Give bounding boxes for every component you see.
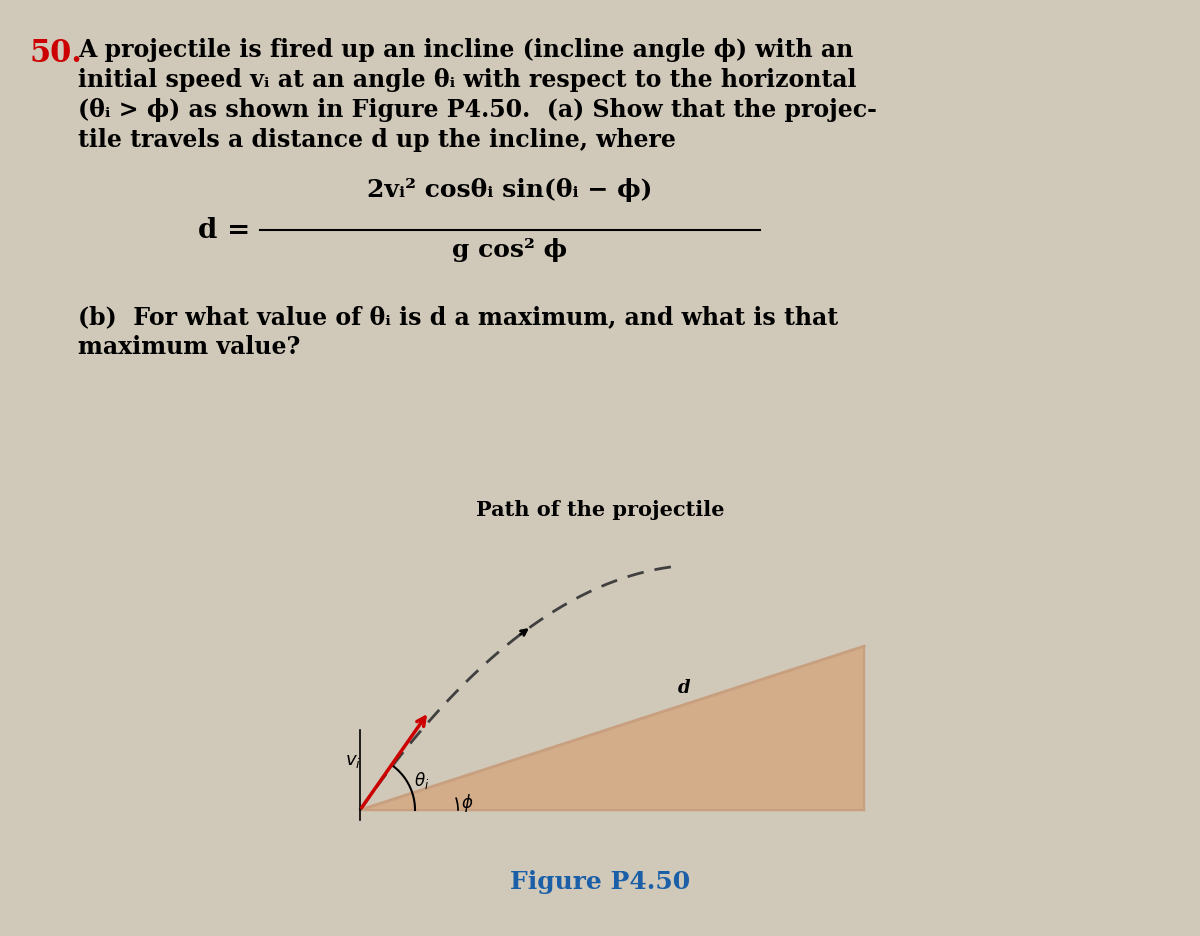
Text: d: d [678, 680, 691, 697]
Text: A projectile is fired up an incline (incline angle ϕ) with an: A projectile is fired up an incline (inc… [78, 38, 853, 62]
Text: Figure P4.50: Figure P4.50 [510, 870, 690, 894]
Text: g cos² ϕ: g cos² ϕ [452, 238, 568, 262]
Text: initial speed vᵢ at an angle θᵢ with respect to the horizontal: initial speed vᵢ at an angle θᵢ with res… [78, 68, 857, 92]
Text: d =: d = [198, 216, 250, 243]
Text: 50.: 50. [30, 38, 83, 69]
Text: 2vᵢ² cosθᵢ sin(θᵢ − ϕ): 2vᵢ² cosθᵢ sin(θᵢ − ϕ) [367, 178, 653, 202]
Text: (θᵢ > ϕ) as shown in Figure P4.50.  (a) Show that the projec-: (θᵢ > ϕ) as shown in Figure P4.50. (a) S… [78, 98, 877, 122]
Text: maximum value?: maximum value? [78, 335, 300, 359]
Polygon shape [360, 646, 864, 810]
Text: $v_i$: $v_i$ [344, 752, 361, 769]
Text: tile travels a distance d up the incline, where: tile travels a distance d up the incline… [78, 128, 676, 152]
Text: Path of the projectile: Path of the projectile [475, 500, 725, 520]
Text: $\theta_i$: $\theta_i$ [414, 770, 430, 792]
Text: $\phi$: $\phi$ [461, 792, 474, 813]
Text: (b)  For what value of θᵢ is d a maximum, and what is that: (b) For what value of θᵢ is d a maximum,… [78, 305, 838, 329]
